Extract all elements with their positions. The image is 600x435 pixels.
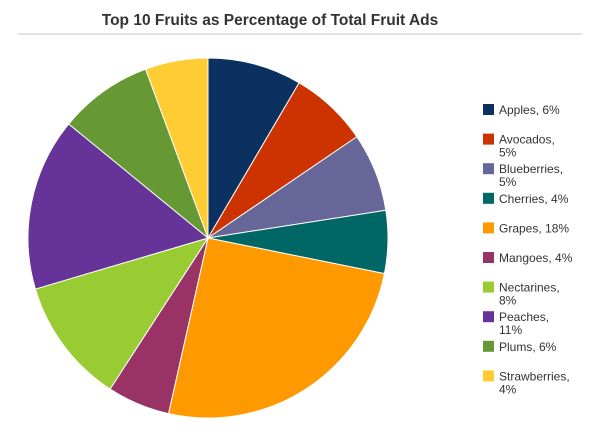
legend-label-blueberries: 5% — [499, 175, 517, 189]
pie-slice-peaches — [27, 123, 210, 290]
legend-label-strawberries: 4% — [499, 382, 517, 396]
legend-swatch-blueberries — [483, 163, 494, 175]
chart-legend: Apples, 6%Avocados,5%Blueberries,5%Cherr… — [483, 103, 573, 396]
legend-swatch-mangoes — [483, 252, 494, 263]
legend-swatch-apples — [483, 104, 494, 115]
legend-label-mangoes: Mangoes, 4% — [499, 251, 573, 265]
pie-slice-strawberries — [144, 57, 209, 239]
legend-label-peaches: 11% — [499, 323, 522, 337]
legend-label-blueberries: Blueberries, — [499, 162, 563, 176]
pie-slice-grapes — [167, 237, 386, 419]
pie-slice-nectarines — [34, 237, 210, 390]
legend-label-nectarines: 8% — [499, 294, 517, 308]
legend-swatch-peaches — [483, 311, 494, 323]
legend-item-strawberries: Strawberries,4% — [483, 369, 570, 396]
legend-item-nectarines: Nectarines,8% — [483, 281, 560, 308]
legend-swatch-avocados — [483, 133, 494, 145]
legend-item-grapes: Grapes, 18% — [483, 221, 569, 235]
legend-label-strawberries: Strawberries, — [499, 369, 570, 383]
legend-swatch-plums — [483, 340, 494, 352]
legend-label-apples: Apples, 6% — [499, 103, 560, 117]
legend-item-apples: Apples, 6% — [483, 103, 560, 117]
pie-slices — [27, 57, 389, 419]
legend-label-avocados: 5% — [499, 146, 517, 160]
chart-title: Top 10 Fruits as Percentage of Total Fru… — [102, 12, 438, 29]
legend-item-plums: Plums, 6% — [483, 340, 557, 354]
legend-item-blueberries: Blueberries,5% — [483, 162, 563, 189]
legend-swatch-grapes — [483, 222, 494, 234]
legend-item-peaches: Peaches,11% — [483, 310, 549, 337]
legend-label-peaches: Peaches, — [499, 310, 549, 324]
pie-slice-apples — [207, 57, 300, 240]
legend-swatch-cherries — [483, 192, 494, 204]
legend-label-nectarines: Nectarines, — [499, 281, 560, 295]
legend-item-mangoes: Mangoes, 4% — [483, 251, 573, 265]
legend-swatch-strawberries — [483, 370, 494, 382]
legend-label-avocados: Avocados, — [499, 133, 555, 147]
legend-item-avocados: Avocados,5% — [483, 133, 555, 160]
legend-label-grapes: Grapes, 18% — [499, 221, 569, 235]
legend-label-plums: Plums, 6% — [499, 340, 557, 354]
legend-label-cherries: Cherries, 4% — [499, 192, 569, 206]
legend-swatch-nectarines — [483, 281, 494, 293]
legend-item-cherries: Cherries, 4% — [483, 192, 569, 206]
pie-slice-plums — [67, 68, 210, 240]
